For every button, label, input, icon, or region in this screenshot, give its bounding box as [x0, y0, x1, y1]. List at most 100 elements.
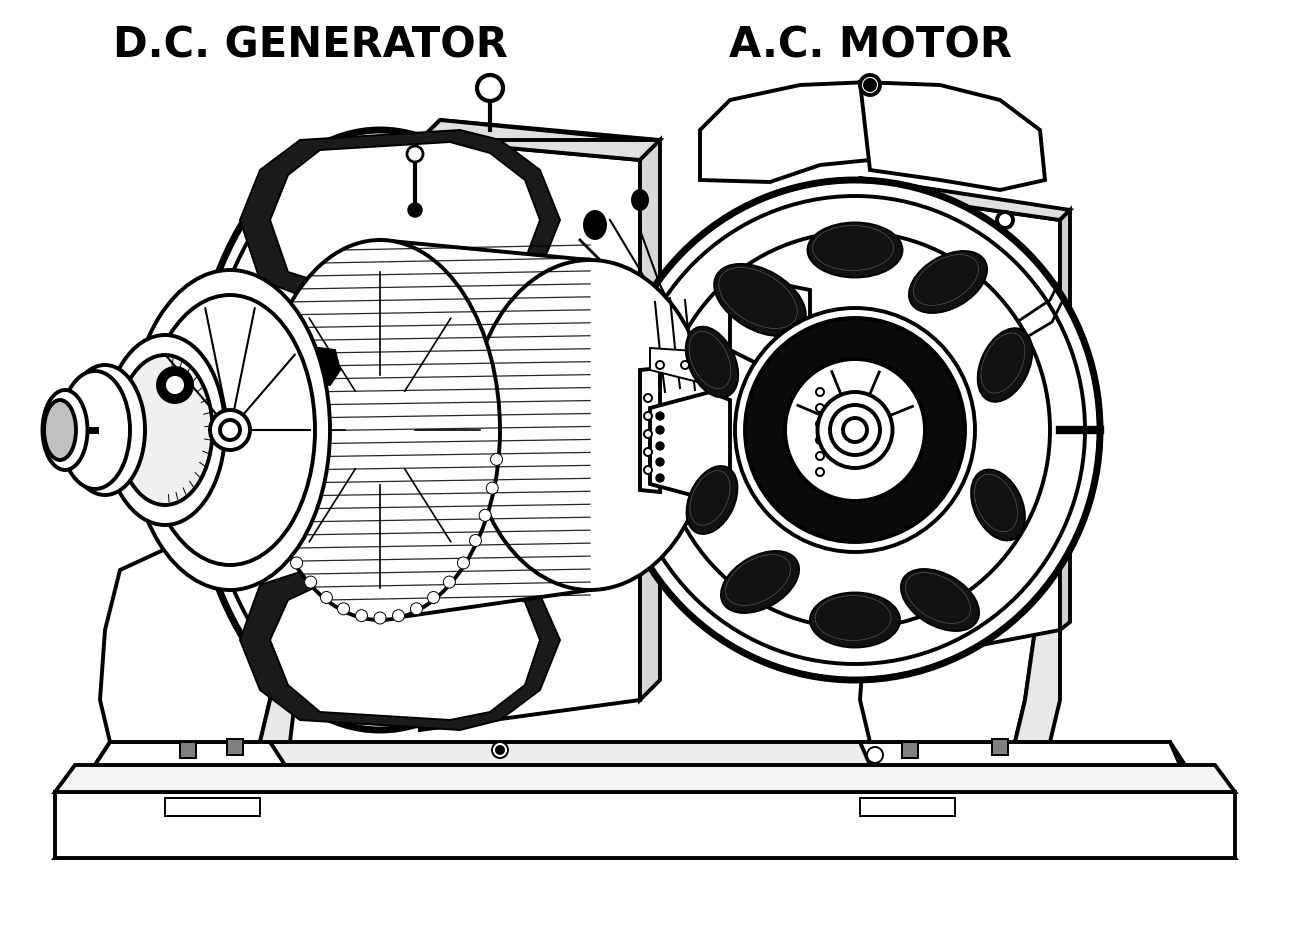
- Circle shape: [291, 556, 303, 569]
- Circle shape: [428, 591, 440, 603]
- Ellipse shape: [815, 596, 891, 640]
- Polygon shape: [815, 368, 855, 492]
- Ellipse shape: [105, 335, 225, 525]
- Polygon shape: [850, 178, 1071, 220]
- Ellipse shape: [721, 551, 799, 613]
- Ellipse shape: [725, 555, 790, 605]
- Polygon shape: [420, 140, 640, 730]
- Ellipse shape: [817, 392, 892, 468]
- Circle shape: [816, 452, 824, 460]
- Ellipse shape: [145, 295, 315, 565]
- Ellipse shape: [817, 401, 852, 459]
- Circle shape: [706, 361, 714, 369]
- Circle shape: [656, 412, 665, 420]
- Polygon shape: [270, 142, 540, 282]
- Ellipse shape: [905, 572, 971, 623]
- Polygon shape: [640, 368, 659, 492]
- Bar: [903, 742, 918, 758]
- Ellipse shape: [975, 474, 1018, 532]
- Circle shape: [220, 420, 240, 440]
- Circle shape: [356, 610, 367, 621]
- Polygon shape: [94, 742, 1184, 765]
- Circle shape: [278, 535, 291, 546]
- Circle shape: [843, 418, 868, 442]
- Polygon shape: [284, 345, 340, 385]
- Circle shape: [443, 576, 455, 588]
- Circle shape: [261, 482, 274, 494]
- Circle shape: [305, 576, 317, 588]
- Polygon shape: [56, 792, 1235, 858]
- Polygon shape: [860, 540, 1034, 742]
- Ellipse shape: [901, 569, 979, 631]
- Polygon shape: [731, 268, 809, 330]
- Polygon shape: [94, 742, 284, 765]
- Polygon shape: [56, 765, 1235, 792]
- Polygon shape: [240, 130, 560, 295]
- Circle shape: [816, 404, 824, 412]
- Ellipse shape: [687, 466, 737, 534]
- Ellipse shape: [43, 390, 88, 470]
- Polygon shape: [420, 120, 659, 160]
- Ellipse shape: [584, 211, 606, 239]
- Circle shape: [393, 610, 405, 621]
- Circle shape: [830, 405, 881, 455]
- Circle shape: [816, 420, 824, 428]
- Polygon shape: [860, 82, 1045, 190]
- Polygon shape: [420, 120, 659, 140]
- Bar: [860, 798, 956, 816]
- Ellipse shape: [971, 470, 1025, 540]
- Ellipse shape: [914, 255, 979, 306]
- Circle shape: [166, 375, 185, 395]
- Circle shape: [374, 612, 387, 624]
- Circle shape: [410, 603, 423, 615]
- Ellipse shape: [719, 268, 798, 328]
- Circle shape: [477, 75, 503, 101]
- Polygon shape: [650, 392, 731, 500]
- Bar: [992, 739, 1009, 755]
- Circle shape: [816, 388, 824, 396]
- Circle shape: [486, 482, 498, 494]
- Polygon shape: [1015, 570, 1060, 742]
- Ellipse shape: [632, 190, 648, 210]
- Text: D.C. GENERATOR: D.C. GENERATOR: [112, 24, 507, 66]
- Circle shape: [480, 509, 491, 522]
- Ellipse shape: [260, 240, 500, 620]
- Ellipse shape: [203, 148, 557, 713]
- Ellipse shape: [659, 232, 1050, 628]
- Circle shape: [321, 591, 332, 603]
- Circle shape: [458, 556, 469, 569]
- Ellipse shape: [909, 251, 987, 313]
- Circle shape: [644, 466, 652, 474]
- Circle shape: [644, 394, 652, 402]
- Ellipse shape: [118, 355, 212, 505]
- Circle shape: [868, 747, 883, 763]
- Circle shape: [269, 509, 281, 522]
- Ellipse shape: [981, 333, 1025, 393]
- Circle shape: [656, 426, 665, 434]
- Polygon shape: [100, 540, 281, 742]
- Polygon shape: [270, 585, 540, 720]
- Ellipse shape: [785, 359, 924, 501]
- Ellipse shape: [978, 328, 1032, 401]
- Text: A.C. MOTOR: A.C. MOTOR: [728, 24, 1011, 66]
- Ellipse shape: [689, 331, 731, 388]
- Circle shape: [469, 535, 481, 546]
- Circle shape: [816, 436, 824, 444]
- Circle shape: [656, 442, 665, 450]
- Ellipse shape: [131, 270, 330, 590]
- Circle shape: [644, 430, 652, 438]
- Ellipse shape: [734, 308, 975, 552]
- Circle shape: [656, 474, 665, 482]
- Circle shape: [816, 468, 824, 476]
- Polygon shape: [380, 240, 590, 620]
- Circle shape: [209, 410, 250, 450]
- Ellipse shape: [59, 371, 131, 489]
- Polygon shape: [640, 140, 659, 700]
- Bar: [228, 739, 243, 755]
- Polygon shape: [240, 572, 560, 730]
- Circle shape: [409, 203, 422, 217]
- Circle shape: [490, 453, 503, 465]
- Circle shape: [407, 146, 423, 162]
- Ellipse shape: [745, 318, 965, 542]
- Ellipse shape: [812, 226, 893, 271]
